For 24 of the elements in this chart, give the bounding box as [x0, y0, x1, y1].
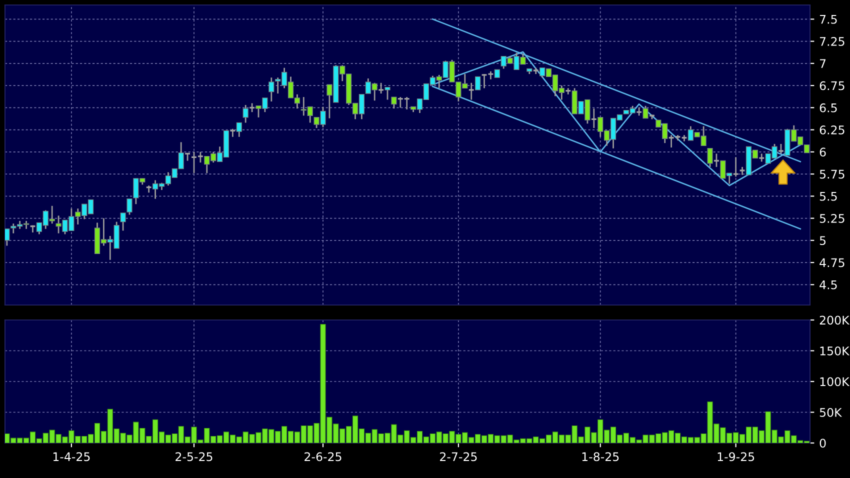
x-tick-label: 1-4-25	[53, 452, 90, 462]
y-tick-label: 7.5	[820, 15, 837, 24]
x-tick-label: 1-8-25	[582, 452, 619, 462]
x-tick-label: 1-9-25	[718, 452, 754, 462]
y-tick-label: 5.25	[820, 214, 844, 223]
y-tick-label: 7	[820, 59, 826, 68]
y-tick-label: 4.75	[820, 258, 844, 268]
x-tick-label: 2-7-25	[440, 452, 477, 462]
y-tick-label: 150K	[820, 346, 850, 356]
y-tick-label: 6	[820, 148, 826, 157]
y-tick-label: 0	[820, 438, 826, 448]
y-tick-label: 5.75	[820, 170, 844, 179]
y-tick-label: 7.25	[820, 37, 844, 46]
y-tick-label: 5.5	[820, 192, 837, 201]
y-tick-label: 6.5	[820, 103, 837, 112]
y-tick-label: 50K	[820, 408, 842, 417]
y-tick-label: 6.75	[820, 81, 844, 90]
y-tick-label: 5	[820, 236, 826, 246]
y-tick-label: 100K	[820, 377, 850, 386]
y-tick-label: 4.5	[820, 280, 837, 290]
y-tick-label: 200K	[820, 316, 850, 325]
x-tick-label: 2-6-25	[304, 452, 342, 462]
x-tick-label: 2-5-25	[176, 452, 212, 462]
y-tick-label: 6.25	[820, 126, 844, 134]
